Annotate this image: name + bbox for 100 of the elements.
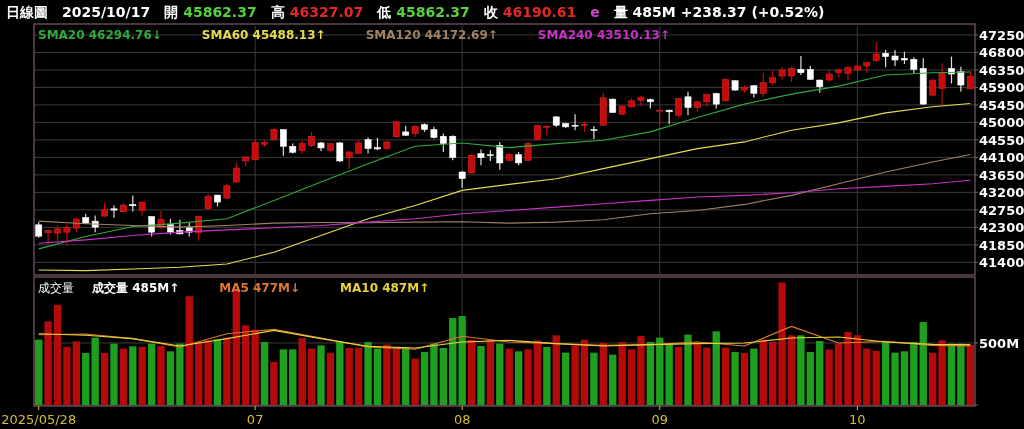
y-tick-label: 45450	[979, 97, 1024, 113]
bar	[778, 282, 786, 405]
bar	[891, 352, 899, 405]
bar	[63, 346, 71, 405]
x-tick-label: 10	[849, 412, 866, 427]
bar	[345, 347, 353, 405]
line-series	[38, 102, 971, 272]
y-tick-label: 46800	[979, 45, 1024, 61]
bar	[82, 352, 90, 405]
bar	[270, 361, 278, 405]
bar	[289, 349, 297, 405]
y-tick-label: 45900	[979, 80, 1024, 96]
bar	[656, 337, 664, 405]
bar	[580, 339, 589, 405]
bar	[129, 346, 137, 405]
bar	[307, 348, 316, 405]
legend: 成交量 成交量 485M↑ MA5 477M↓ MA10 487M↑	[38, 281, 430, 295]
bar	[665, 343, 673, 405]
bar	[938, 340, 946, 405]
bar	[524, 349, 532, 405]
bar	[947, 343, 956, 405]
bar	[552, 335, 560, 405]
bar	[138, 346, 146, 405]
candlestick	[637, 95, 645, 107]
bar	[373, 348, 382, 405]
bar	[185, 296, 193, 405]
y-tick-label: 43650	[979, 167, 1024, 183]
bar	[872, 350, 880, 405]
bar	[825, 349, 833, 405]
bar	[750, 348, 758, 405]
bar	[693, 344, 702, 405]
bar	[609, 354, 617, 405]
bar	[769, 342, 777, 405]
bar	[147, 343, 156, 405]
bar	[853, 335, 862, 405]
bar	[674, 346, 683, 405]
bar	[834, 343, 843, 405]
y-tick-label: 41850	[979, 237, 1024, 253]
candlestick	[232, 162, 240, 184]
bar	[919, 322, 927, 405]
bar	[590, 352, 598, 405]
candlestick	[684, 91, 692, 116]
candlestick	[759, 72, 767, 98]
candlestick	[957, 66, 965, 93]
y-tick-label: 44550	[979, 132, 1024, 148]
bar	[317, 345, 325, 405]
bar	[176, 343, 184, 405]
bar	[816, 341, 824, 405]
y-tick-label: 46350	[979, 62, 1024, 78]
bar	[223, 337, 231, 405]
bar	[91, 337, 99, 405]
bar	[204, 340, 212, 405]
x-tick-label: 08	[453, 412, 471, 427]
bar	[496, 343, 504, 405]
bar	[411, 358, 419, 405]
bar	[787, 335, 796, 405]
bar	[684, 334, 692, 405]
bar	[740, 352, 749, 405]
bar	[505, 348, 513, 405]
bar	[599, 342, 607, 405]
bar	[910, 342, 918, 405]
candlestick	[63, 224, 71, 246]
line-series	[38, 71, 971, 250]
bar	[100, 352, 109, 405]
candlestick	[524, 141, 532, 162]
candlestick	[439, 132, 447, 153]
bar	[326, 352, 335, 405]
bar	[110, 343, 118, 405]
bar	[957, 343, 965, 405]
bar	[467, 339, 476, 405]
bar	[627, 349, 636, 405]
bar	[797, 335, 805, 405]
bar	[928, 352, 937, 405]
bar	[806, 351, 814, 405]
candlestick	[280, 128, 287, 157]
candlestick	[571, 113, 579, 131]
candlestick	[948, 56, 955, 85]
bar	[514, 351, 523, 405]
candlestick	[477, 149, 485, 166]
candlestick	[468, 153, 475, 175]
y-tick-label: 41400	[979, 255, 1024, 271]
bar	[863, 348, 871, 405]
bar	[232, 290, 240, 405]
candlestick	[891, 49, 899, 67]
bar	[712, 331, 720, 405]
y-tick-label: 42300	[979, 220, 1024, 236]
y-tick-label: 44100	[979, 150, 1024, 166]
header: 日線圖 2025/10/17 開 45862.37 高 46327.07 低 45862.37 收 46190.61 e 量 485M +238.37 (+0.52%)	[6, 4, 825, 20]
y-tick-label: 500M	[979, 335, 1020, 351]
y-tick-label: 43200	[979, 185, 1024, 201]
bar	[430, 343, 438, 405]
bar	[260, 342, 269, 405]
y-tick-label: 45000	[979, 115, 1024, 131]
candlestick	[797, 55, 805, 76]
bar	[392, 348, 400, 405]
line-series	[38, 179, 971, 244]
y-tick-label: 47250	[979, 27, 1024, 43]
bar	[242, 325, 250, 405]
bar	[844, 332, 852, 405]
bar	[298, 338, 306, 405]
